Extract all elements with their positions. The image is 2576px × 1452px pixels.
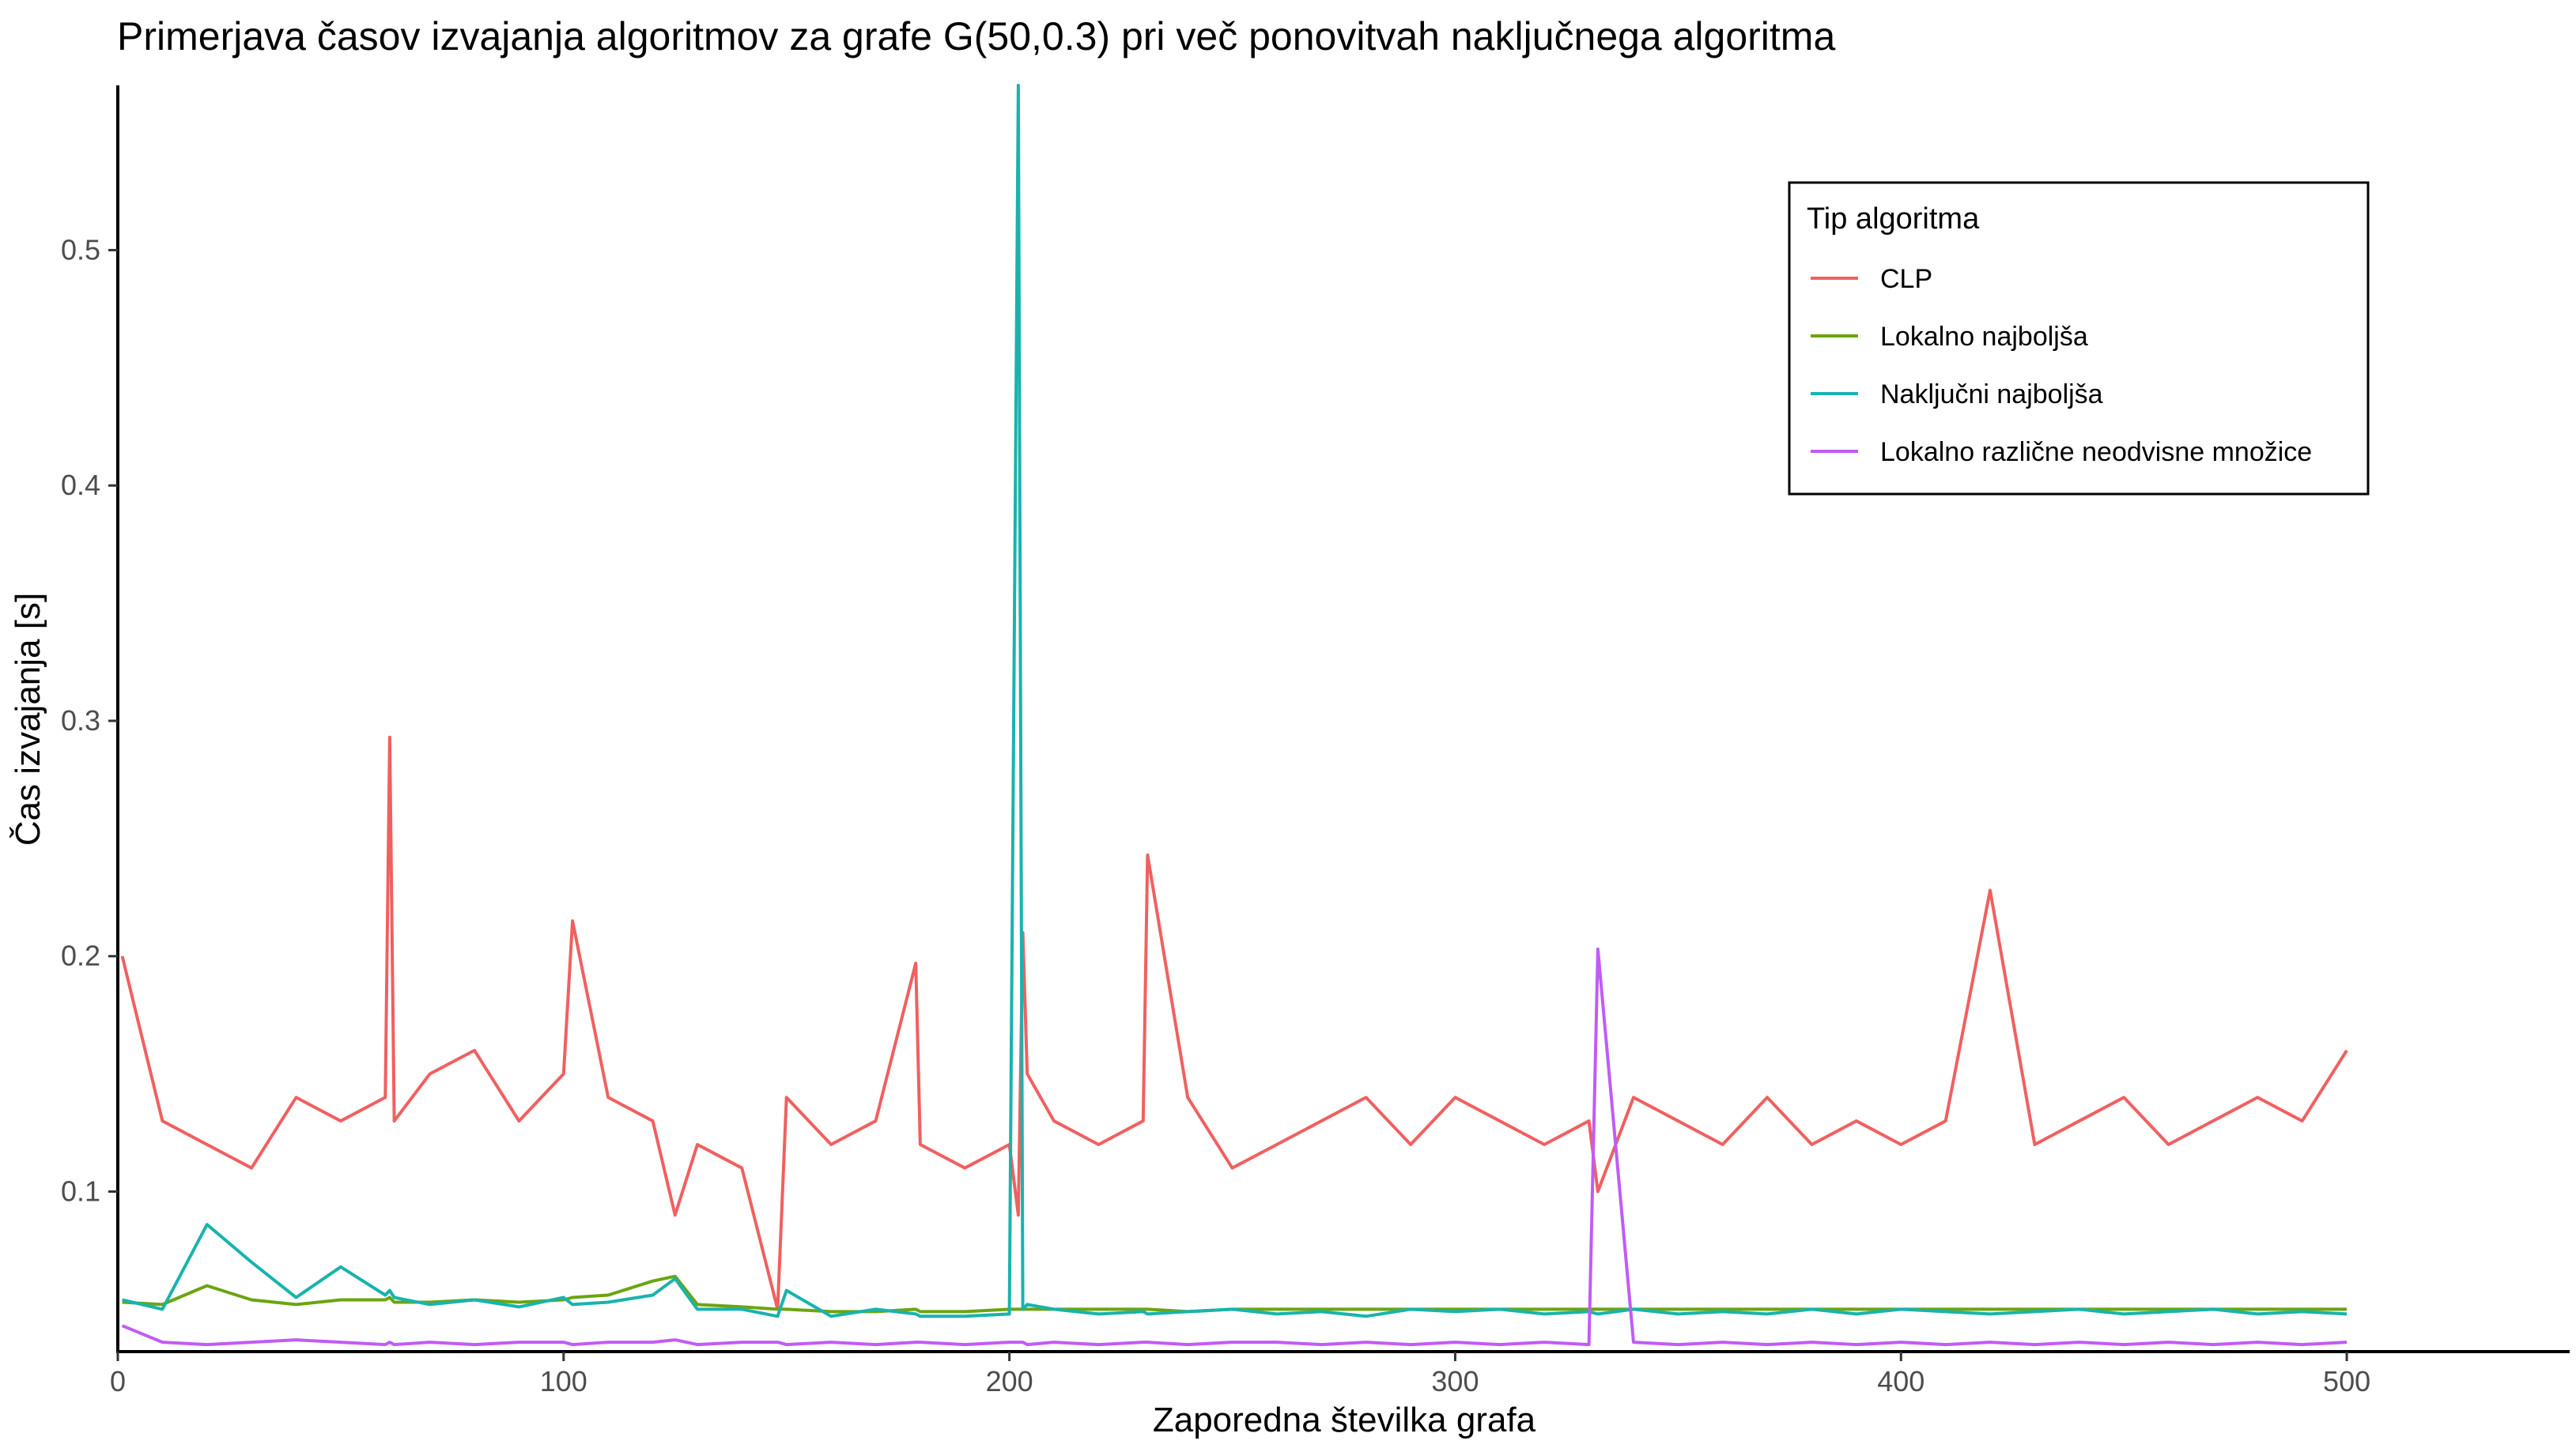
x-tick-label: 300 (1431, 1365, 1479, 1397)
y-axis-title: Čas izvajanja [s] (8, 593, 47, 846)
series-layer (120, 84, 2348, 1347)
x-tick-label: 400 (1877, 1365, 1924, 1397)
legend-label-2: Lokalno najboljša (1880, 322, 2088, 352)
chart-title: Primerjava časov izvajanja algoritmov za… (117, 14, 1835, 58)
x-tick-label: 200 (986, 1365, 1033, 1397)
y-tick-label: 0.5 (61, 233, 100, 266)
y-tick-label: 0.4 (61, 469, 100, 501)
x-tick-label: 0 (110, 1365, 126, 1397)
series-line-4 (121, 947, 2347, 1347)
x-tick-label: 500 (2323, 1365, 2370, 1397)
legend: Tip algoritma CLP Lokalno najboljša Naklju… (1788, 181, 2370, 496)
legend-label-4: Lokalno različne neodvisne množice (1880, 437, 2312, 467)
series-line-1 (120, 735, 2348, 1311)
legend-box (1788, 181, 2370, 496)
legend-label-1: CLP (1880, 264, 1932, 294)
x-axis-title: Zaporedna številka grafa (1153, 1401, 1536, 1439)
legend-title: Tip algoritma (1807, 202, 1980, 236)
x-tick-label: 100 (540, 1365, 587, 1397)
series-line-3 (122, 84, 2347, 1318)
y-tick-label: 0.2 (61, 940, 100, 972)
y-tick-label: 0.1 (61, 1175, 100, 1208)
legend-items: CLP Lokalno najboljša Naključni najboljša L… (1811, 264, 2312, 467)
legend-label-3: Naključni najboljša (1880, 379, 2103, 409)
y-tick-label: 0.3 (61, 704, 100, 737)
ticks-layer: 0 100 200 300 400 500 0.1 0.2 0.3 0.4 0.5 (61, 233, 2370, 1397)
